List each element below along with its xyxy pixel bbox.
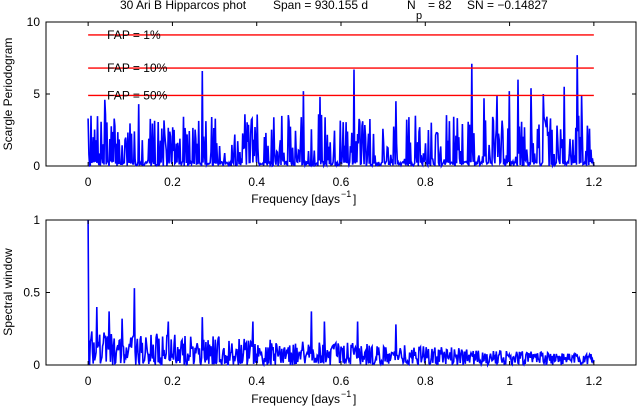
y-tick-label: 0: [33, 358, 40, 372]
x-tick-label: 0.6: [333, 374, 350, 388]
fap-label: FAP = 50%: [107, 88, 167, 102]
spectral-window-panel: 0 0.2 0.4 0.6 0.8 1 1.2 00.51 Spectral window …: [1, 213, 637, 406]
ylabel-bottom: Spectral window: [1, 248, 15, 336]
spectral-window-line: [87, 219, 595, 368]
title-name: 30 Ari B Hipparcos phot: [120, 0, 247, 12]
x-tick-label: 0.8: [417, 175, 434, 189]
y-tick-label: 10: [27, 15, 41, 29]
xlabel-top-sup: −1: [341, 189, 351, 199]
x-tick-label: 0.2: [164, 175, 181, 189]
title-span: Span = 930.155 d: [273, 0, 368, 12]
xlabel-bottom: Frequency [days −1 ]: [251, 389, 356, 406]
title-np-prefix: N: [407, 0, 416, 12]
y-tick-label: 1: [33, 213, 40, 227]
x-tick-label: 1: [506, 374, 513, 388]
title-sn: SN = −0.14827: [467, 0, 548, 12]
x-tick-label: 0.4: [248, 175, 265, 189]
xlabel-top-text: Frequency [days: [251, 192, 340, 206]
x-tick-label: 1: [506, 175, 513, 189]
xlabel-bottom-end: ]: [353, 392, 356, 406]
y-tick-label: 5: [33, 87, 40, 101]
ylabel-top: Scargle Periodogram: [1, 38, 15, 151]
xlabel-bottom-text: Frequency [days: [251, 392, 340, 406]
x-tick-label: 1.2: [586, 374, 603, 388]
xlabel-top-end: ]: [353, 192, 356, 206]
fap-label: FAP = 10%: [107, 61, 167, 75]
x-tick-label: 0.8: [417, 374, 434, 388]
title-np-sub: p: [416, 10, 422, 22]
x-tick-label: 0: [85, 374, 92, 388]
chart-title: 30 Ari B Hipparcos phot Span = 930.155 d…: [120, 0, 548, 22]
x-tick-label: 0.2: [164, 374, 181, 388]
xlabel-bottom-sup: −1: [341, 389, 351, 399]
y-tick-label: 0.5: [23, 286, 40, 300]
x-tick-label: 1.2: [586, 175, 603, 189]
y-tick-label: 0: [33, 159, 40, 173]
title-np-value: = 82: [428, 0, 452, 12]
xlabel-top: Frequency [days −1 ]: [251, 189, 356, 206]
fap-label: FAP = 1%: [107, 28, 161, 42]
periodogram-panel: FAP = 1% FAP = 10% FAP = 50% 0 0.2 0.4 0.6 0.8…: [1, 15, 637, 206]
x-tick-label: 0: [85, 175, 92, 189]
x-tick-label: 0.6: [333, 175, 350, 189]
x-tick-label: 0.4: [248, 374, 265, 388]
